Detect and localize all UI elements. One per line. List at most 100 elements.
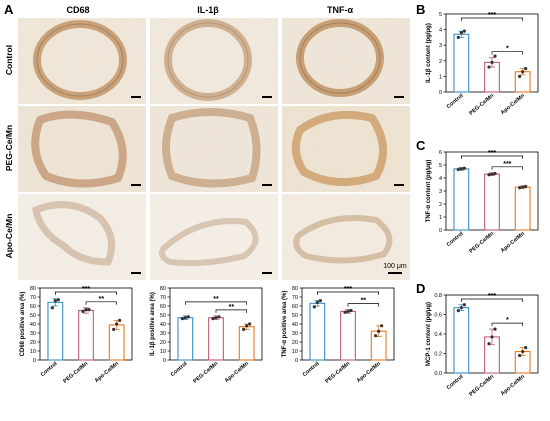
y-tick-label: 0 — [33, 358, 36, 364]
data-point — [518, 353, 522, 358]
y-tick-label: 70 — [30, 295, 36, 301]
data-point — [56, 298, 60, 302]
panel-label-a: A — [4, 2, 14, 17]
data-point — [242, 327, 246, 331]
chart-c-tnfa-content: 0 1 2 3 4 5 6 TNF-α content (pg/μg) Control PEG-C… — [426, 150, 539, 255]
data-point — [456, 309, 460, 313]
y-tick-label: 5 — [439, 12, 442, 18]
y-tick-label: 50 — [292, 313, 298, 319]
data-point — [343, 310, 347, 314]
data-point — [490, 335, 494, 339]
data-point — [487, 173, 491, 177]
bar-control — [453, 168, 470, 231]
data-point — [490, 60, 494, 64]
row-label-apo: Apo-Ce/Mn — [4, 214, 14, 259]
y-tick-label: 1 — [439, 74, 442, 80]
chart-b-il1b-content: 0 1 2 3 4 5 IL-1β content (pg/μg) Control PEG-Ce… — [426, 12, 539, 117]
chart-il1b: 0 10 20 30 40 50 60 70 80 IL-1β positive area (%)… — [150, 286, 263, 385]
data-point — [380, 324, 384, 328]
significance-label: ** — [213, 296, 219, 303]
data-point — [214, 316, 218, 320]
significance-label: *** — [488, 12, 496, 19]
bar-apo-ce-mn — [238, 326, 255, 361]
data-point — [183, 316, 187, 320]
y-tick-label: 80 — [160, 286, 166, 292]
y-axis-label: TNF-α positive area (%) — [282, 291, 288, 358]
significance-bracket — [460, 298, 524, 302]
data-point — [50, 306, 54, 310]
micrograph-apo-tnfa: 100 μm — [282, 194, 410, 280]
micrograph-peg-cd68 — [18, 106, 146, 192]
micrograph-peg-il1b — [150, 106, 278, 192]
y-tick-label: 60 — [160, 304, 166, 310]
data-point — [315, 300, 319, 304]
data-point — [456, 35, 460, 40]
column-title-cd68: CD68 — [66, 5, 89, 15]
data-point — [518, 186, 522, 190]
bar-control — [177, 317, 194, 361]
data-point — [217, 315, 221, 319]
y-tick-label: 0 — [163, 358, 166, 364]
data-point — [487, 65, 491, 69]
scale-bar-label: 100 μm — [383, 263, 407, 270]
column-title-il1b: IL-1β — [197, 5, 219, 15]
y-axis-label: IL-1β content (pg/μg) — [426, 23, 432, 83]
y-tick-label: 40 — [30, 322, 36, 328]
y-tick-label: 70 — [292, 295, 298, 301]
data-point — [462, 166, 466, 170]
micrograph-grid: 100 μm — [18, 18, 410, 280]
data-point — [81, 309, 85, 313]
chart-tnfa: 0 10 20 30 40 50 60 70 80 TNF-α positive area (%)… — [282, 286, 395, 385]
y-tick-label: 30 — [292, 331, 298, 337]
data-point — [518, 74, 522, 78]
data-point — [493, 327, 497, 331]
significance-label: * — [506, 46, 509, 53]
x-tick-label: PEG-Ce/Mn — [468, 374, 495, 398]
x-tick-label: Apo-Ce/Mn — [356, 361, 383, 385]
y-tick-label: 0.0 — [434, 371, 442, 377]
x-tick-label: Apo-Ce/Mn — [94, 361, 121, 385]
x-tick-label: Control — [446, 93, 465, 110]
micrograph-apo-cd68 — [18, 194, 146, 280]
data-point — [524, 346, 528, 350]
x-tick-label: Apo-Ce/Mn — [224, 361, 251, 385]
data-point — [459, 167, 463, 171]
bar-apo-ce-mn — [108, 324, 125, 361]
y-tick-label: 10 — [160, 349, 166, 355]
y-tick-label: 50 — [30, 313, 36, 319]
y-tick-label: 0 — [439, 228, 442, 234]
x-tick-label: Apo-Ce/Mn — [500, 231, 527, 255]
y-tick-label: 80 — [30, 286, 36, 292]
significance-label: ** — [229, 304, 235, 311]
data-point — [180, 317, 184, 321]
data-point — [459, 306, 463, 310]
y-tick-label: 0 — [295, 358, 298, 364]
y-axis-label: TNF-α content (pg/μg) — [426, 160, 432, 223]
data-point — [112, 327, 116, 331]
significance-bracket — [460, 155, 524, 159]
bar-control — [47, 301, 64, 361]
x-tick-label: Control — [446, 231, 465, 248]
y-tick-label: 40 — [160, 322, 166, 328]
data-point — [186, 315, 190, 319]
significance-bracket — [491, 51, 524, 55]
row-label-peg: PEG-Ce/Mn — [4, 125, 14, 171]
data-point — [318, 299, 322, 303]
panel-label-d: D — [416, 281, 425, 296]
y-tick-label: 1 — [439, 215, 442, 221]
x-tick-label: Control — [170, 361, 189, 378]
y-tick-label: 50 — [160, 313, 166, 319]
bar-peg-ce-mn — [208, 317, 224, 361]
bar-control — [453, 33, 470, 93]
data-point — [524, 184, 528, 189]
micrograph-control-tnfa — [282, 18, 410, 104]
y-tick-label: 2 — [439, 59, 442, 65]
data-point — [493, 171, 497, 176]
data-point — [248, 322, 252, 326]
x-tick-label: PEG-Ce/Mn — [324, 361, 351, 385]
bar-peg-ce-mn — [340, 310, 356, 361]
y-tick-label: 60 — [30, 304, 36, 310]
significance-label: * — [506, 317, 509, 324]
y-tick-label: 10 — [292, 349, 298, 355]
y-tick-label: 10 — [30, 349, 36, 355]
